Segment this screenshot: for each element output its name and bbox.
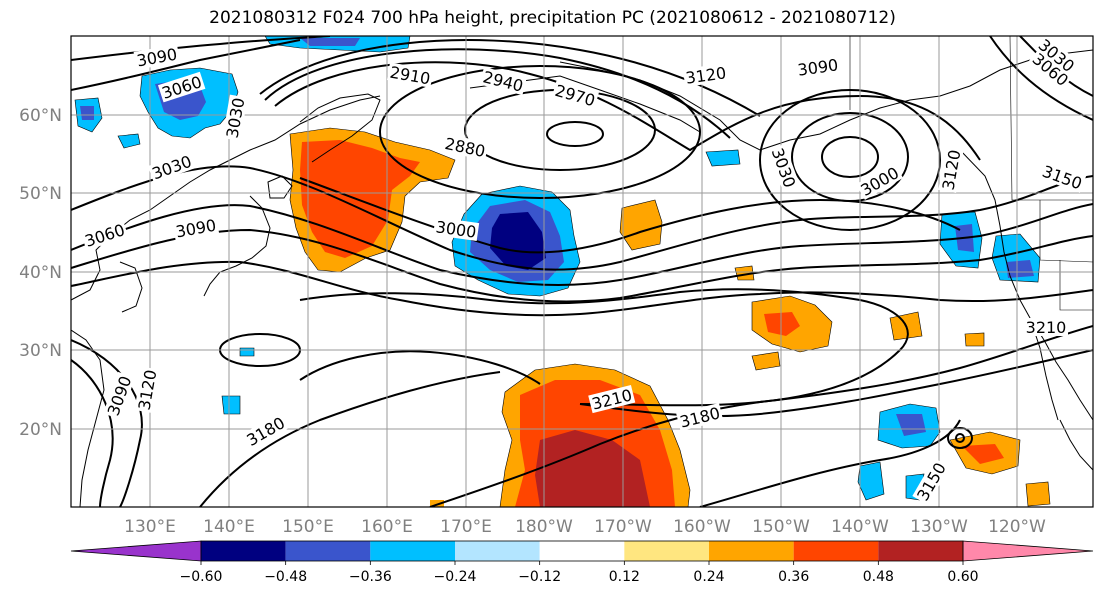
coast-kamchatka: [299, 93, 381, 163]
contour-2940: [264, 48, 731, 139]
coast-baja: [1029, 317, 1059, 421]
contour-3120-sw: [71, 339, 143, 507]
lon-tick-label: 160°E: [361, 517, 413, 537]
contour-2910: [274, 61, 981, 161]
longitude-ticks: 130°E 140°E 150°E 160°E 170°E 180°W 170°W 160°W…: [124, 517, 1046, 537]
colorbar-segment: [793, 541, 879, 561]
contour-3180-west: [199, 371, 501, 507]
lat-tick-label: 40°N: [19, 263, 62, 283]
contour-label: 3030: [768, 145, 800, 190]
lat-tick-label: 50°N: [19, 184, 62, 204]
coast-mexico: [1059, 419, 1093, 471]
lon-tick-label: 130°E: [124, 517, 176, 537]
colorbar-label: −0.36: [349, 569, 392, 585]
map-title: 2021080312 F024 700 hPa height, precipit…: [209, 8, 896, 28]
lon-tick-label: 150°E: [282, 517, 334, 537]
colorbar-label: 0.24: [693, 569, 724, 585]
lon-tick-label: 120°W: [988, 517, 1046, 537]
contour-3030: [71, 165, 1093, 271]
contour-3180-east: [579, 349, 1093, 418]
contour-3060: [71, 203, 1093, 286]
latitude-ticks: 60°N 50°N 40°N 30°N 20°N: [19, 106, 62, 440]
lat-tick-label: 30°N: [19, 341, 62, 361]
contour-label: 3120: [939, 148, 965, 191]
lon-tick-label: 130°W: [910, 517, 968, 537]
colorbar-extend-high: [962, 540, 1094, 562]
lat-tick-label: 20°N: [19, 420, 62, 440]
height-contours: [71, 36, 1093, 507]
colorbar-segment: [709, 541, 794, 561]
colorbar-segment: [455, 541, 540, 561]
lon-tick-label: 170°E: [440, 517, 492, 537]
coast-china: [71, 329, 105, 507]
contour-3150-se: [699, 419, 961, 507]
colorbar-label: 0.60: [947, 569, 978, 585]
contour-label: 3090: [174, 216, 217, 242]
contour-label: 3060: [83, 220, 128, 251]
lon-tick-label: 160°W: [673, 517, 731, 537]
contour-low-east: [821, 136, 879, 178]
contour-label: 2910: [388, 63, 431, 89]
colorbar-extend-low: [70, 540, 202, 562]
contour-3090: [71, 228, 1093, 303]
colorbar-segment: [624, 541, 709, 561]
coast-east-asia: [71, 95, 381, 301]
colorbar-segment: [370, 541, 455, 561]
colorbar-segment: [201, 541, 286, 561]
colorbar-segment: [878, 541, 963, 561]
coast-japan: [203, 195, 271, 297]
contour-label: 3120: [135, 368, 161, 411]
contour-label: 3030: [149, 152, 194, 184]
contour-label: 3090: [104, 373, 136, 418]
map-frame: [70, 35, 1094, 508]
contour-2970: [259, 39, 761, 117]
contour-3090-sw: [71, 359, 114, 507]
contour-pacific-loop: [299, 350, 541, 385]
contour-label: 3180: [243, 413, 288, 450]
contour-low-center: [546, 121, 604, 147]
lat-tick-label: 60°N: [19, 106, 62, 126]
colorbar-segment: [285, 541, 371, 561]
colorbar-label: −0.60: [180, 569, 223, 585]
contour-3000: [299, 177, 961, 254]
contour-3210: [429, 325, 1093, 507]
lon-tick-label: 150°W: [752, 517, 810, 537]
colorbar: −0.60 −0.48 −0.36 −0.24 −0.12 0.12 0.24 0.36 0.4…: [70, 540, 1094, 585]
contour-label: 3120: [684, 63, 727, 87]
colorbar-label: −0.12: [518, 569, 561, 585]
coastlines: [71, 49, 1093, 507]
contour-3060-top: [71, 39, 301, 91]
colorbar-label: 0.48: [863, 569, 894, 585]
coast-japan-hokkaido: [267, 175, 293, 199]
lon-tick-label: 180°W: [515, 517, 573, 537]
contour-3090-top: [71, 36, 331, 61]
lon-tick-label: 140°W: [831, 517, 889, 537]
colorbar-segment: [539, 541, 625, 561]
contour-label: 2970: [553, 81, 597, 110]
contour-label: 3180: [678, 403, 722, 431]
lon-tick-label: 170°W: [594, 517, 652, 537]
lon-tick-label: 140°E: [203, 517, 255, 537]
contour-3120: [71, 260, 1093, 317]
colorbar-label: 0.12: [609, 569, 640, 585]
colorbar-label: −0.24: [434, 569, 477, 585]
colorbar-label: 0.36: [778, 569, 809, 585]
contour-label: 3090: [796, 55, 839, 79]
contour-ne-3060: [989, 36, 1093, 121]
contour-label: 3210: [1026, 318, 1067, 337]
coast-alaska: [559, 49, 1093, 151]
contour-label: 2880: [443, 134, 487, 161]
colorbar-label: −0.48: [264, 569, 307, 585]
coast-korea: [119, 261, 143, 313]
